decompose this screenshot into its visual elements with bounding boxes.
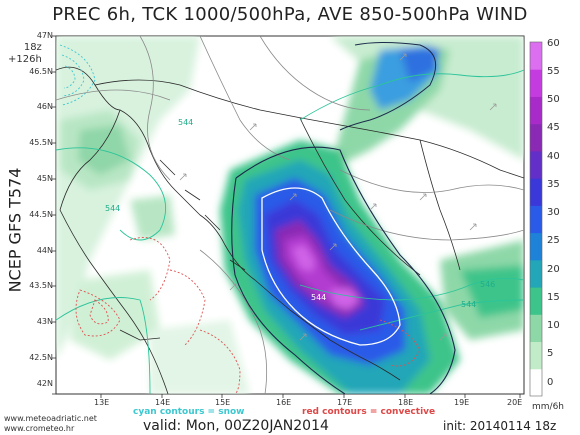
lon-label: 16E	[276, 398, 292, 407]
lon-label: 20E	[507, 398, 523, 407]
colorbar-tick: 20	[547, 264, 560, 275]
colorbar-tick: 30	[547, 207, 560, 218]
lat-label: 45.5N	[29, 138, 53, 147]
lat-label: 44.5N	[29, 210, 53, 219]
colorbar-tick: 50	[547, 94, 560, 105]
lead-time: +126h	[8, 54, 42, 65]
lat-label: 43N	[36, 317, 53, 326]
wind-arrows	[179, 53, 497, 341]
site-link-1[interactable]: www.meteoadriatic.net	[4, 414, 97, 423]
colorbar-swatch	[530, 42, 542, 70]
colorbar-swatch	[530, 96, 542, 125]
run-hour: 18z	[23, 42, 42, 53]
thickness-contours	[56, 69, 524, 394]
colorbar-tick: 40	[547, 151, 560, 162]
lat-label: 42N	[36, 379, 53, 388]
lat-label: 42.5N	[29, 353, 53, 362]
init-time: init: 20140114 18z	[443, 419, 557, 433]
lon-label: 13E	[94, 398, 110, 407]
colorbar-swatch	[530, 123, 542, 152]
axis-ticks	[52, 35, 521, 398]
lat-label: 47N	[36, 31, 53, 40]
convective-legend: red contours = convective	[302, 407, 436, 417]
lon-label: 19E	[454, 398, 470, 407]
precip-outline	[231, 42, 456, 394]
colorbar-tick: 25	[547, 235, 560, 246]
colorbar-tick: 5	[547, 348, 554, 359]
snow-legend: cyan contours = snow	[133, 407, 245, 417]
colorbar-swatch	[530, 368, 542, 397]
colorbar-swatch	[530, 341, 542, 370]
colorbar-swatch	[530, 205, 542, 234]
mslp-contours	[56, 36, 524, 394]
lon-label: 17E	[337, 398, 353, 407]
colorbar-swatch	[530, 314, 542, 343]
colorbar-swatch	[530, 150, 542, 179]
lat-label: 46N	[36, 102, 53, 111]
colorbar-tick: 10	[547, 320, 560, 331]
colorbar	[529, 41, 543, 397]
colorbar-unit: mm/6h	[532, 402, 564, 412]
lat-label: 46.5N	[29, 67, 53, 76]
colorbar-swatch	[530, 232, 542, 261]
precip-field	[56, 36, 524, 394]
colorbar-tick: 35	[547, 179, 560, 190]
colorbar-tick: 45	[547, 122, 560, 133]
valid-time: valid: Mon, 00Z20JAN2014	[143, 418, 329, 434]
lat-label: 45N	[36, 174, 53, 183]
coastlines	[56, 66, 524, 394]
lon-label: 14E	[155, 398, 171, 407]
colorbar-swatch	[530, 69, 542, 97]
model-label-wrapper: NCEP GFS T574	[2, 150, 28, 310]
lat-label: 44N	[36, 246, 53, 255]
colorbar-swatch	[530, 287, 542, 315]
site-link-2[interactable]: www.crometeo.hr	[4, 424, 75, 433]
colorbar-tick: 55	[547, 66, 560, 77]
colorbar-swatch	[530, 259, 542, 288]
convective-contours	[75, 237, 421, 394]
colorbar-frame	[529, 41, 543, 397]
lon-label: 18E	[398, 398, 414, 407]
snow-contours	[59, 44, 96, 106]
colorbar-tick: 60	[547, 38, 560, 49]
colorbar-swatch	[530, 178, 542, 206]
colorbar-tick: 0	[547, 377, 554, 388]
map-title: PREC 6h, TCK 1000/500hPa, AVE 850-500hPa…	[52, 4, 528, 25]
model-label: NCEP GFS T574	[5, 167, 25, 293]
lon-label: 15E	[215, 398, 231, 407]
lat-label: 43.5N	[29, 281, 53, 290]
lead-time-label: 18z +126h	[8, 42, 42, 66]
colorbar-tick: 15	[547, 292, 560, 303]
